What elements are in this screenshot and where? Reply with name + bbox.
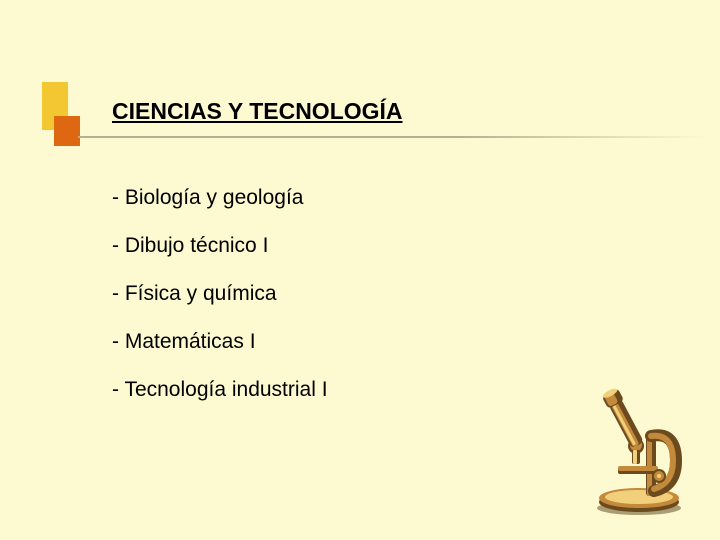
title-bullet-graphic xyxy=(42,82,78,150)
subject-list: - Biología y geología - Dibujo técnico I… xyxy=(112,186,328,426)
list-item: - Matemáticas I xyxy=(112,330,328,354)
list-item: - Tecnología industrial I xyxy=(112,378,328,402)
list-item: - Biología y geología xyxy=(112,186,328,210)
list-item: - Dibujo técnico I xyxy=(112,234,328,258)
title-underline-rule xyxy=(78,136,706,138)
bullet-orange-square xyxy=(54,116,80,146)
microscope-icon xyxy=(584,376,694,516)
slide-title: CIENCIAS Y TECNOLOGÍA xyxy=(112,98,403,125)
list-item: - Física y química xyxy=(112,282,328,306)
